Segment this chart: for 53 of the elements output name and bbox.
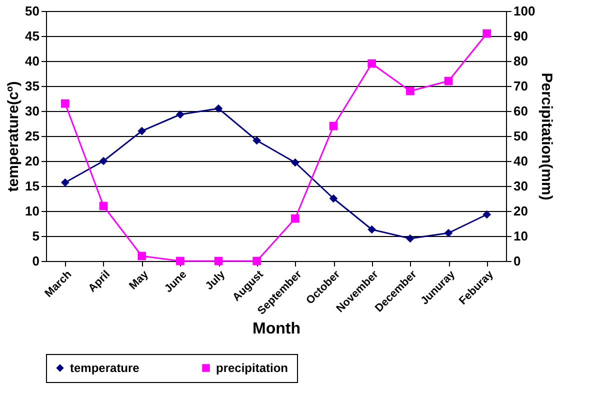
y-tick-label: 0 xyxy=(32,254,40,268)
y2-tick-label: 70 xyxy=(514,78,528,94)
y2-tick-label: 30 xyxy=(514,178,528,194)
point xyxy=(444,76,453,86)
point xyxy=(482,210,492,219)
point xyxy=(60,178,70,187)
y2-tick-label: 90 xyxy=(514,28,528,44)
y-tick-label: 50 xyxy=(25,4,40,18)
point xyxy=(214,256,223,266)
y-tick-label: 45 xyxy=(25,28,40,44)
point xyxy=(99,202,108,210)
point xyxy=(406,234,414,243)
point xyxy=(60,99,70,108)
point xyxy=(176,110,184,119)
point xyxy=(406,86,414,96)
y2-tick-label: 0 xyxy=(514,254,521,268)
y-tick-label: 30 xyxy=(25,104,40,118)
y-tick-label: 15 xyxy=(25,178,40,194)
x-tick-label: July xyxy=(203,268,228,293)
point xyxy=(176,256,184,266)
y2-tick-label: 40 xyxy=(514,154,528,168)
point xyxy=(252,256,262,266)
legend-label: precipitation xyxy=(216,361,288,375)
y-tick-label: 10 xyxy=(25,204,40,218)
y2-axis-title: Percipitation(mm) xyxy=(538,72,556,200)
point xyxy=(214,104,223,113)
y2-tick-label: 100 xyxy=(514,4,536,18)
point xyxy=(329,194,338,203)
y-tick-label: 25 xyxy=(25,128,40,144)
point xyxy=(99,156,108,166)
point xyxy=(138,252,146,260)
y-tick-label: 40 xyxy=(25,54,40,68)
point xyxy=(290,214,300,223)
y2-tick-label: 50 xyxy=(514,128,528,144)
y2-tick-label: 80 xyxy=(514,54,528,68)
point xyxy=(290,158,300,167)
y-tick-label: 35 xyxy=(25,78,40,94)
point xyxy=(252,136,262,145)
y2-tick-label: 60 xyxy=(514,104,528,118)
y-tick-label: 20 xyxy=(25,154,40,168)
legend-label: temperature xyxy=(70,361,140,375)
point xyxy=(329,122,338,130)
point xyxy=(368,59,376,68)
y2-tick-label: 10 xyxy=(514,228,528,244)
x-tick-label: May xyxy=(127,268,152,292)
x-axis-title: Month xyxy=(252,320,300,338)
y2-tick-label: 20 xyxy=(514,204,528,218)
y-axis-title: temperature(cº) xyxy=(5,81,22,192)
point xyxy=(444,228,453,238)
point xyxy=(482,29,492,38)
point xyxy=(368,225,376,234)
y-tick-label: 5 xyxy=(32,228,40,244)
point xyxy=(138,126,146,136)
